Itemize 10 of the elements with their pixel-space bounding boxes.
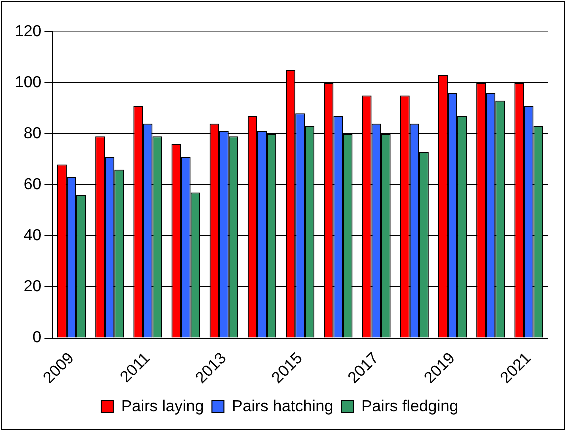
y-tick-label: 40 (24, 228, 42, 245)
legend-label: Pairs fledging (362, 398, 459, 416)
y-tick-label: 60 (24, 176, 42, 194)
legend-label: Pairs hatching (232, 398, 334, 416)
y-tick-label: 120 (14, 23, 42, 40)
y-tick-label: 0 (32, 330, 42, 347)
y-tick-label: 80 (24, 125, 42, 142)
y-tick-label: 100 (14, 74, 42, 92)
legend-label: Pairs laying (121, 398, 204, 416)
y-tick-label: 20 (24, 278, 42, 296)
